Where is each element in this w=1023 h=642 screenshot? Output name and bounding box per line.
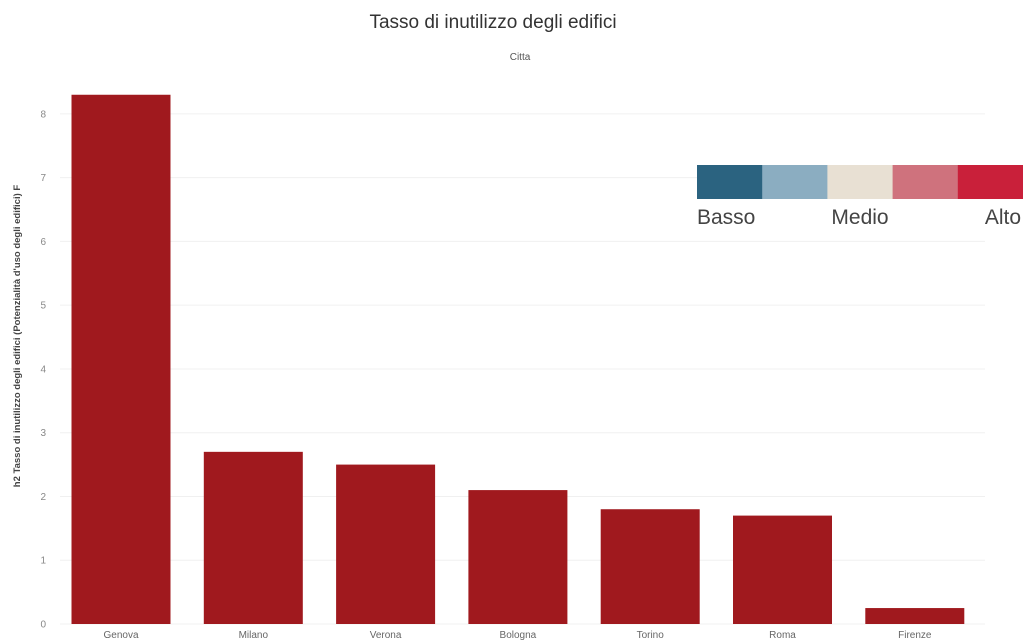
x-tick-label: Genova	[103, 630, 138, 641]
bars	[71, 94, 965, 625]
x-tick-label: Roma	[769, 630, 796, 641]
x-tick-label: Firenze	[898, 630, 932, 641]
legend-label-alto: Alto	[985, 206, 1021, 229]
x-tick-label: Milano	[239, 630, 269, 641]
y-axis-label: h2 Tasso di inutilizzo degli edifici (Po…	[12, 185, 23, 488]
y-tick-label: 8	[40, 109, 46, 120]
y-tick-label: 5	[40, 301, 46, 312]
bar-bologna[interactable]	[468, 490, 568, 624]
bar-milano[interactable]	[203, 451, 303, 624]
bar-roma[interactable]	[733, 515, 832, 624]
legend-label-basso: Basso	[697, 206, 755, 229]
legend-label-medio: Medio	[831, 206, 888, 229]
bar-firenze[interactable]	[865, 608, 965, 624]
x-tick-label: Verona	[370, 630, 402, 641]
bar-verona[interactable]	[336, 464, 436, 624]
y-tick-label: 0	[40, 620, 46, 631]
y-tick-label: 2	[40, 492, 46, 503]
y-tick-label: 3	[40, 428, 46, 439]
bar-torino[interactable]	[600, 509, 700, 624]
color-legend: Basso Medio Alto	[697, 165, 1023, 229]
y-axis-ticks: 0 1 2 3 4 5 6 7 8	[40, 109, 46, 630]
y-tick-label: 6	[40, 237, 46, 248]
legend-swatch	[892, 165, 959, 199]
x-tick-label: Bologna	[500, 630, 537, 641]
x-tick-label: Torino	[637, 630, 665, 641]
y-tick-label: 1	[40, 556, 46, 567]
legend-swatch	[762, 165, 828, 199]
legend-swatch	[827, 165, 894, 199]
chart-subtitle: Citta	[510, 52, 531, 63]
y-tick-label: 7	[40, 173, 46, 184]
chart-title: Tasso di inutilizzo degli edifici	[369, 12, 616, 33]
legend-swatch	[697, 165, 763, 199]
y-tick-label: 4	[40, 364, 46, 375]
x-axis-ticks: Genova Milano Verona Bologna Torino Roma Firen…	[103, 630, 931, 641]
bar-genova[interactable]	[71, 94, 171, 625]
legend-swatch	[957, 165, 1023, 199]
